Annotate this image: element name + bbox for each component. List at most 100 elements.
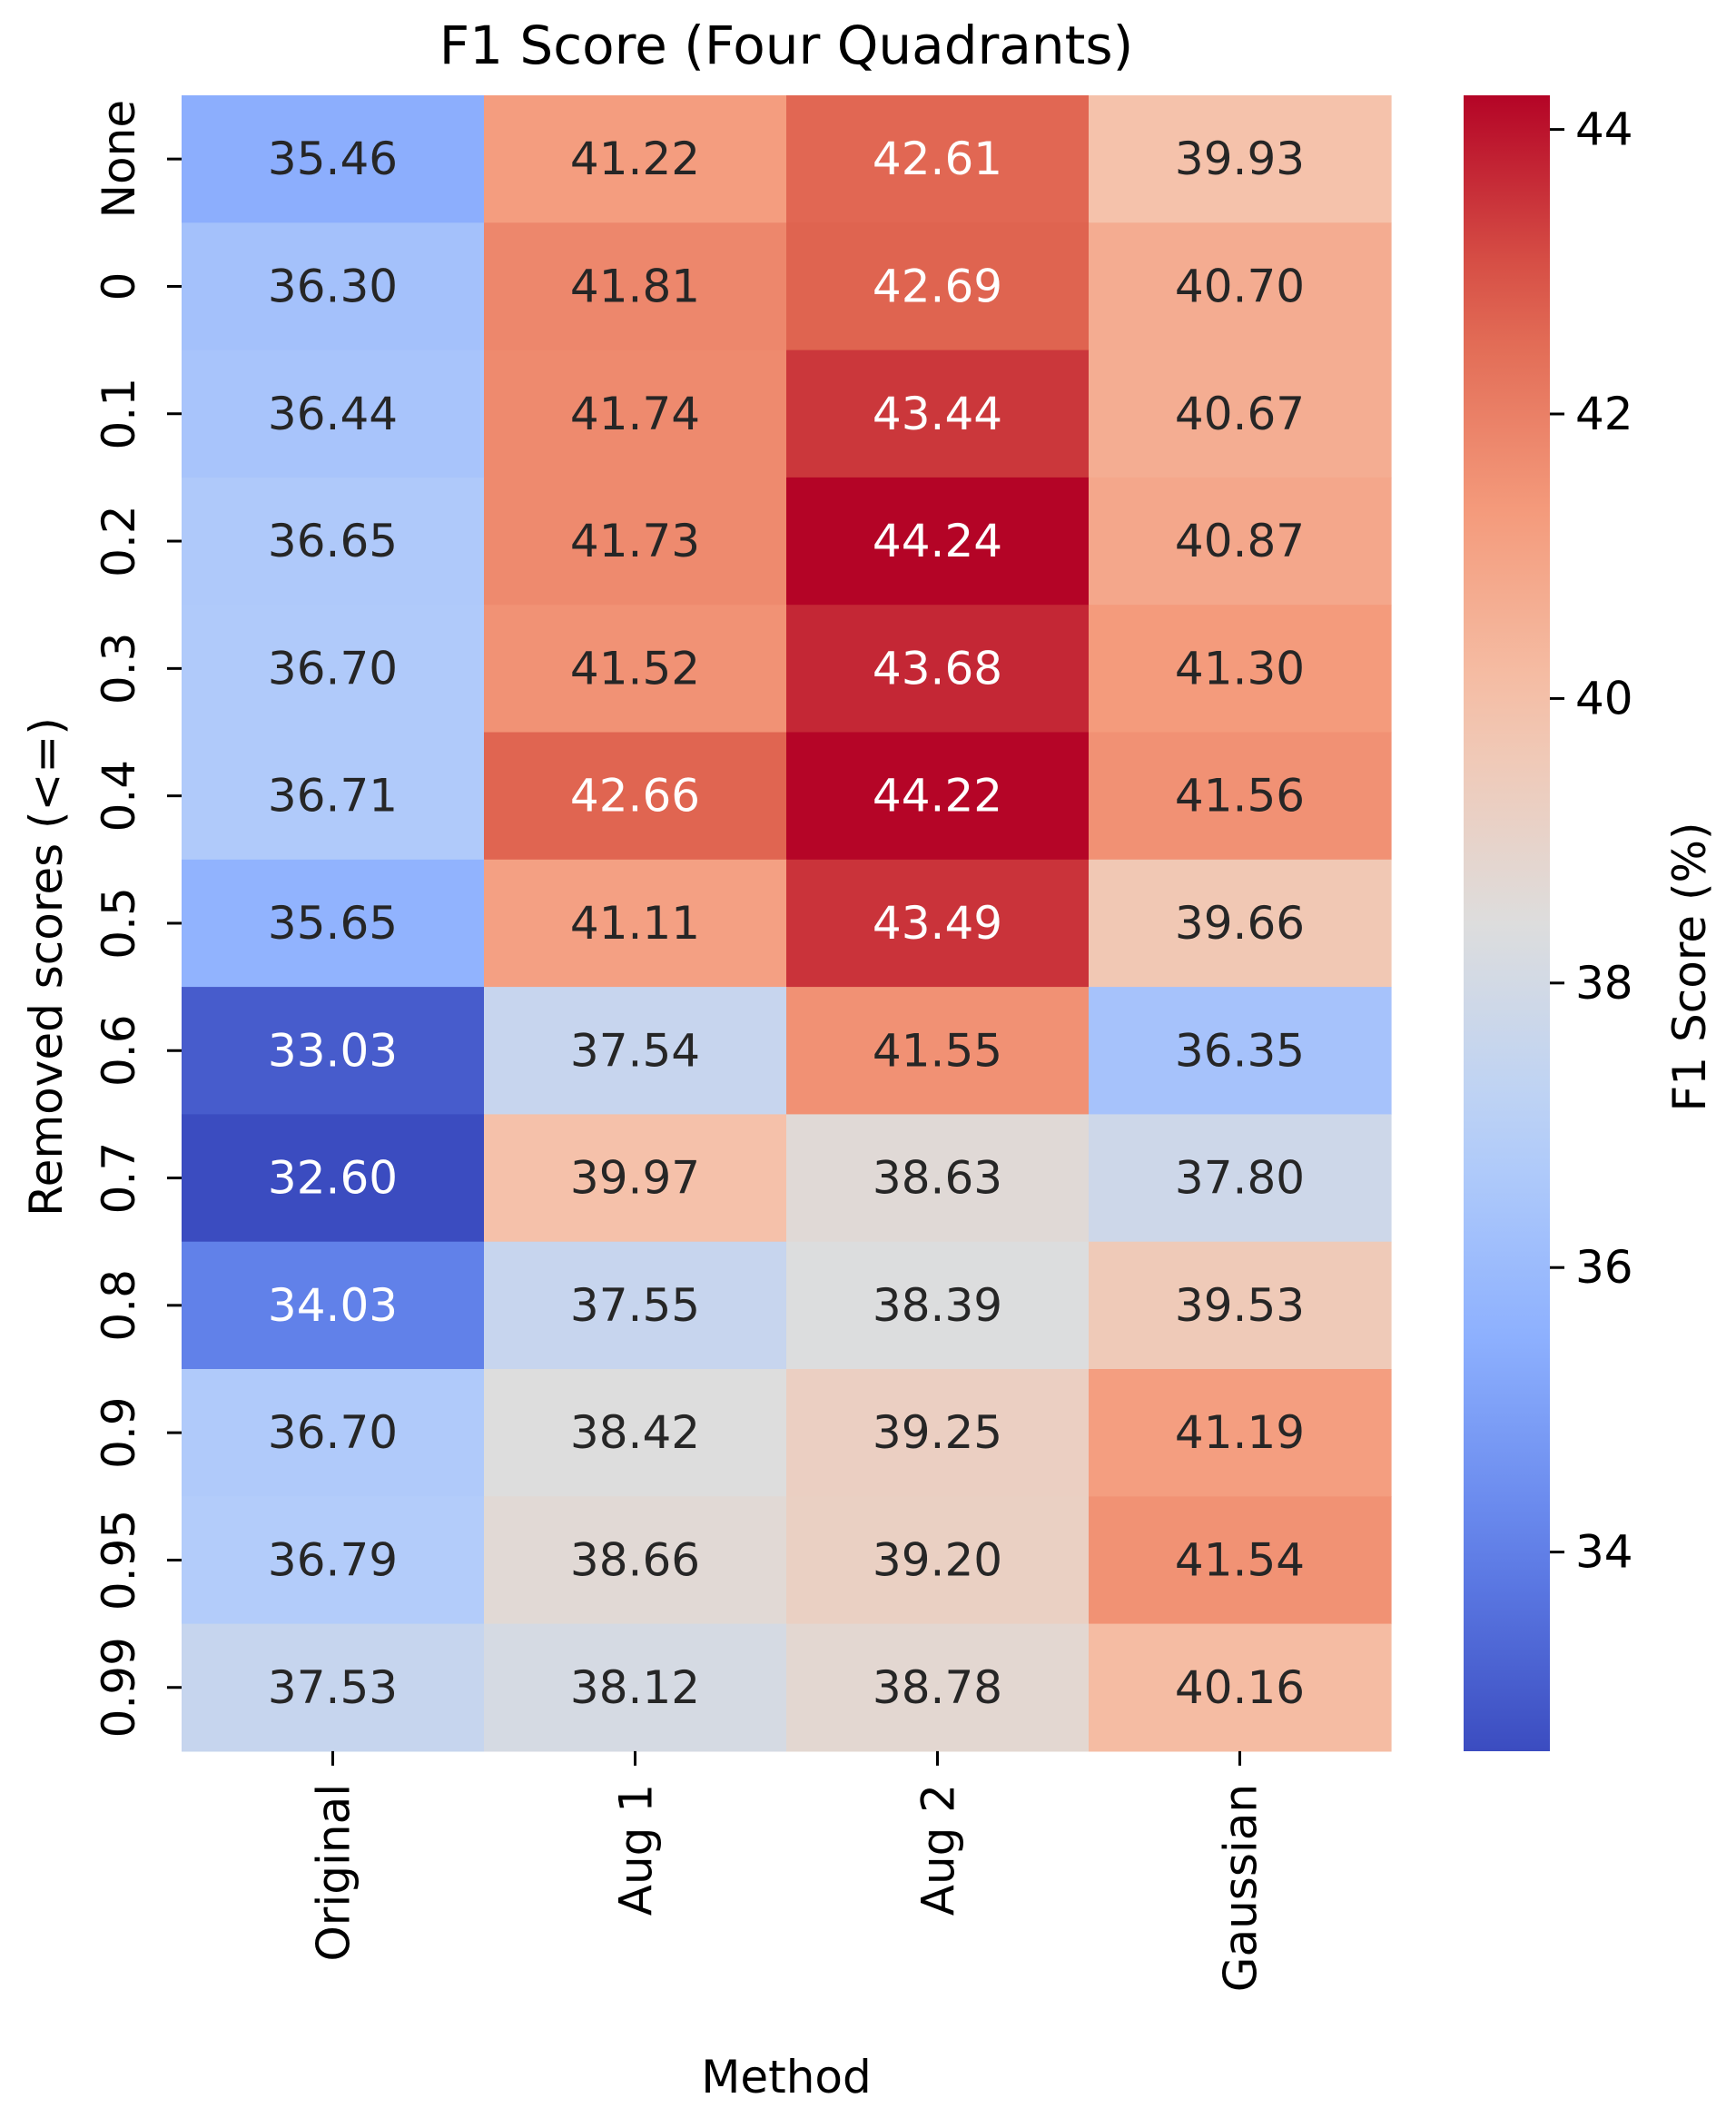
y-tick-label: 0.8	[93, 1269, 145, 1342]
heatmap-cell-value: 41.22	[570, 133, 700, 185]
heatmap-cell-value: 36.65	[268, 515, 398, 567]
heatmap-cell-value: 39.97	[570, 1152, 700, 1205]
heatmap-cell	[484, 350, 787, 478]
heatmap-cell-value: 41.19	[1175, 1406, 1305, 1459]
colorbar	[1464, 95, 1550, 1751]
heatmap-cell-value: 32.60	[268, 1152, 398, 1205]
heatmap-cell	[1089, 350, 1392, 478]
colorbar-tick-label: 40	[1575, 672, 1633, 724]
heatmap-cell-value: 39.53	[1175, 1279, 1305, 1332]
heatmap-cell-value: 41.81	[570, 260, 700, 312]
heatmap-cell	[1089, 1241, 1392, 1370]
heatmap-cell	[1089, 1114, 1392, 1243]
heatmap-cell-value: 41.52	[570, 642, 700, 694]
colorbar-tick-label: 36	[1575, 1241, 1633, 1294]
heatmap-cell	[484, 987, 787, 1115]
heatmap-cell	[786, 1369, 1090, 1497]
y-tick-label: 0.99	[93, 1637, 145, 1738]
heatmap-cell-value: 37.54	[570, 1024, 700, 1077]
heatmap-cell	[182, 859, 485, 988]
heatmap-cell-value: 37.80	[1175, 1152, 1305, 1205]
heatmap-cell-value: 39.66	[1175, 897, 1305, 950]
y-tick-label: 0.6	[93, 1014, 145, 1087]
y-tick-label: 0.4	[93, 760, 145, 832]
heatmap-cell-value: 40.16	[1175, 1661, 1305, 1714]
colorbar-tick-label: 44	[1575, 103, 1633, 156]
heatmap-cell	[786, 350, 1090, 478]
heatmap-cells	[182, 95, 1392, 1752]
heatmap-cell-value: 38.66	[570, 1533, 700, 1586]
x-tick-label: Original	[308, 1784, 360, 1962]
heatmap-cell-value: 36.35	[1175, 1024, 1305, 1077]
heatmap-cell	[1089, 1623, 1392, 1752]
heatmap-cell	[786, 95, 1090, 223]
heatmap-cell-value: 41.11	[570, 897, 700, 950]
heatmap-cell	[484, 1241, 787, 1370]
heatmap-cell-value: 43.49	[873, 897, 1002, 950]
heatmap-cell-value: 41.56	[1175, 770, 1305, 823]
heatmap-cell	[1089, 1369, 1392, 1497]
heatmap-cell-value: 41.55	[873, 1024, 1002, 1077]
heatmap-cell	[484, 859, 787, 988]
heatmap-cell	[1089, 732, 1392, 861]
heatmap-cell	[484, 222, 787, 351]
heatmap-cell	[1089, 95, 1392, 223]
heatmap-cell	[786, 1241, 1090, 1370]
heatmap-cell-value: 33.03	[268, 1024, 398, 1077]
heatmap-cell-labels: 35.46 41.22 42.61 39.93 36.30 41.81 42.69 40.70…	[268, 133, 1305, 1714]
heatmap-cell	[786, 987, 1090, 1115]
heatmap-cell	[484, 605, 787, 734]
heatmap-cell-value: 40.87	[1175, 515, 1305, 567]
heatmap-cell-value: 41.74	[570, 388, 700, 440]
heatmap-cell-value: 36.70	[268, 642, 398, 694]
heatmap-cell-value: 38.39	[873, 1279, 1002, 1332]
heatmap-cell	[1089, 859, 1392, 988]
heatmap-cell	[484, 1623, 787, 1752]
heatmap-cell	[786, 222, 1090, 351]
heatmap-cell	[182, 987, 485, 1115]
heatmap-cell-value: 36.71	[268, 770, 398, 823]
x-tick-label: Aug 1	[610, 1784, 663, 1916]
y-axis-label: Removed scores (<=)	[20, 717, 73, 1217]
heatmap-cell	[182, 1496, 485, 1625]
y-tick-label: 0.5	[93, 887, 145, 960]
heatmap-cell	[1089, 605, 1392, 734]
heatmap-cell	[786, 477, 1090, 606]
heatmap-cell	[182, 222, 485, 351]
heatmap-cell	[786, 1623, 1090, 1752]
y-tick-label: 0.2	[93, 505, 145, 577]
heatmap-cell	[182, 1623, 485, 1752]
y-tick-label: 0.1	[93, 378, 145, 450]
heatmap-cell-value: 42.66	[570, 770, 700, 823]
heatmap-cell	[182, 1369, 485, 1497]
heatmap-cell	[484, 1114, 787, 1243]
heatmap-cell	[786, 1496, 1090, 1625]
heatmap-cell-value: 37.55	[570, 1279, 700, 1332]
heatmap-cell	[484, 732, 787, 861]
heatmap-cell	[182, 477, 485, 606]
colorbar-axis: 34 36 38 40 42 44	[1550, 103, 1633, 1579]
heatmap-cell-value: 43.44	[873, 388, 1002, 440]
heatmap-cell	[182, 95, 485, 223]
heatmap-cell-value: 41.30	[1175, 642, 1305, 694]
heatmap-cell-value: 36.79	[268, 1533, 398, 1586]
heatmap-cell	[1089, 987, 1392, 1115]
heatmap-cell-value: 35.46	[268, 133, 398, 185]
heatmap-cell	[786, 732, 1090, 861]
heatmap-cell-value: 44.24	[873, 515, 1002, 567]
y-tick-label: None	[93, 100, 145, 218]
y-tick-label: 0.95	[93, 1510, 145, 1611]
x-tick-label: Aug 2	[912, 1784, 965, 1916]
heatmap-cell-value: 40.67	[1175, 388, 1305, 440]
heatmap-cell	[786, 859, 1090, 988]
heatmap-cell-value: 43.68	[873, 642, 1002, 694]
heatmap-cell	[786, 605, 1090, 734]
heatmap-cell	[1089, 1496, 1392, 1625]
heatmap-cell-value: 42.61	[873, 133, 1002, 185]
colorbar-tick-label: 42	[1575, 388, 1633, 440]
heatmap-cell-value: 38.78	[873, 1661, 1002, 1714]
heatmap-cell-value: 39.93	[1175, 133, 1305, 185]
x-tick-label: Gaussian	[1215, 1784, 1267, 1992]
heatmap-cell-value: 36.30	[268, 260, 398, 312]
x-axis: Original Aug 1 Aug 2 Gaussian	[308, 1750, 1267, 1992]
